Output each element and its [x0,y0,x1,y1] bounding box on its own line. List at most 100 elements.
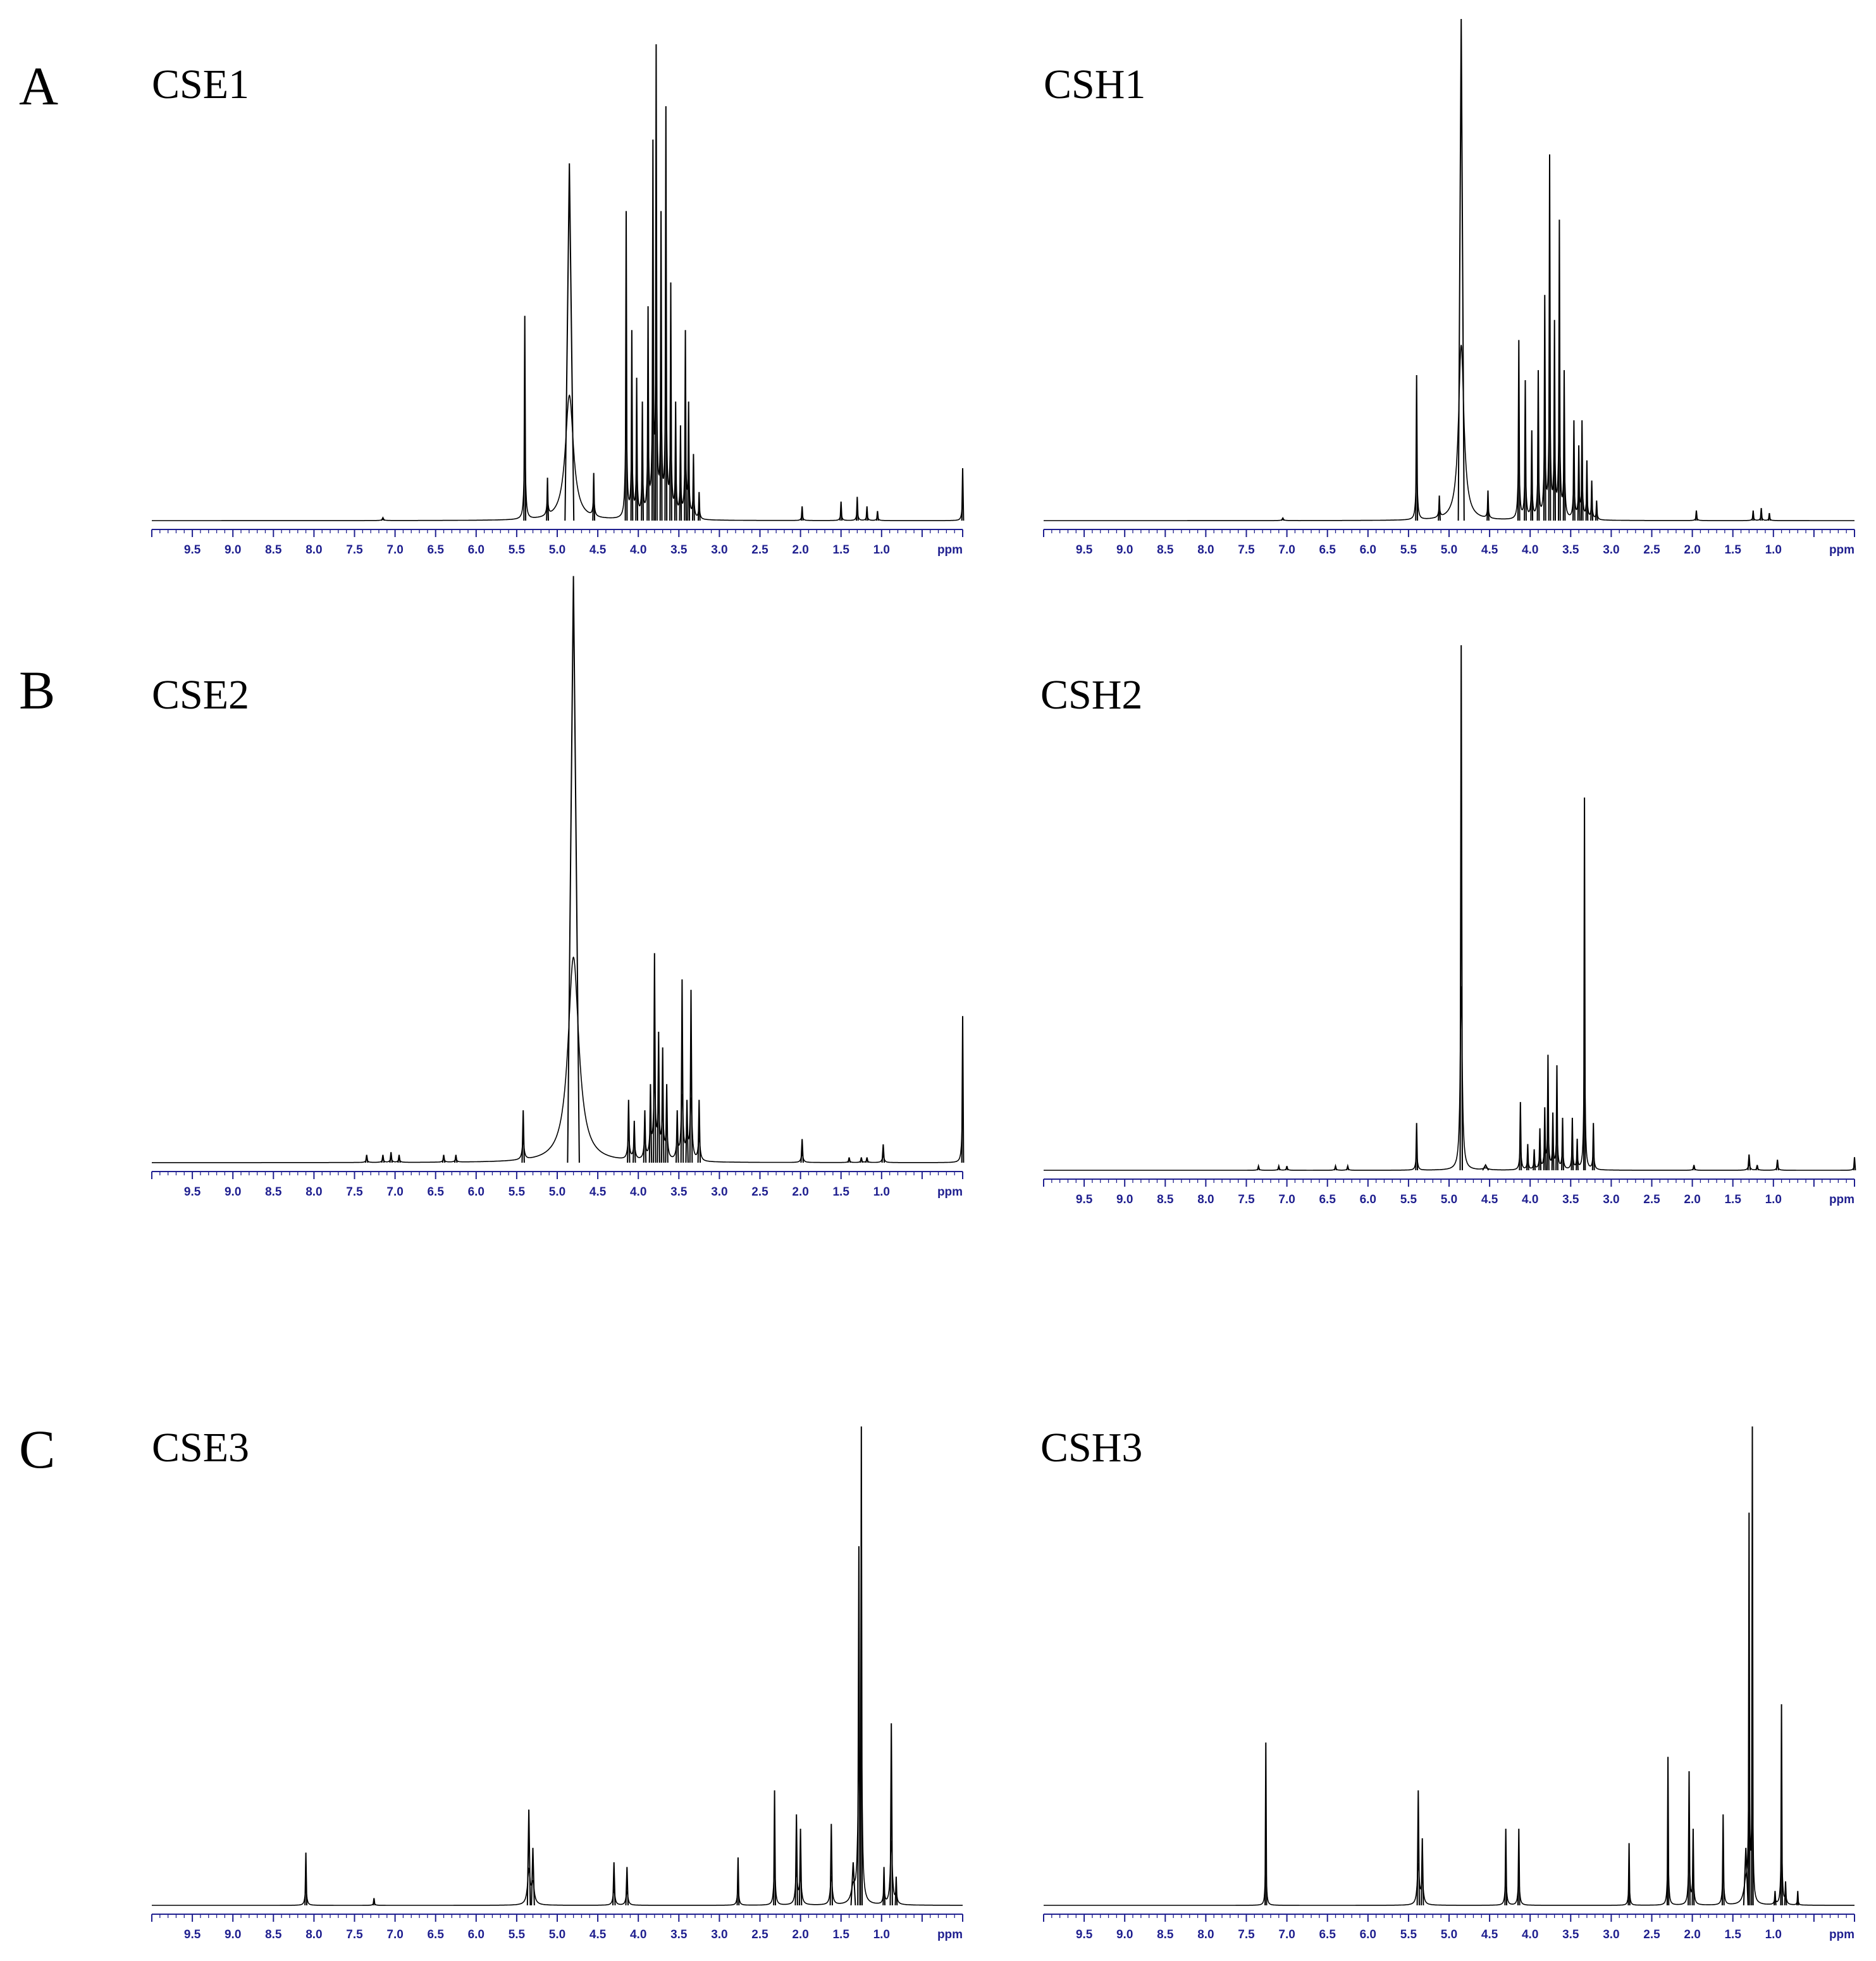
x-tick-label: 3.5 [1562,543,1579,557]
spectrum-peak [1743,1848,1749,1906]
x-tick-label: 4.0 [1522,1193,1538,1206]
spectrum-peak [651,139,655,521]
spectrum-peak [860,1157,863,1163]
spectrum-peak [655,44,658,521]
spectrum-peak [1517,1828,1521,1906]
x-tick-label: 7.5 [346,1928,363,1941]
spectrum-peak [674,401,677,521]
spectrum-peak [798,1828,803,1906]
spectrum-peak [664,106,668,521]
spectrum-peak [523,316,527,521]
spectrum-peak [685,1099,689,1163]
panel-letter-a: A [19,56,58,116]
spectrum-title: CSE1 [152,61,249,108]
spectrum-peak [857,1546,861,1906]
spectrum-peak [1780,1704,1783,1906]
spectrum-peak [1853,1157,1856,1171]
x-tick-label: 9.0 [1116,1193,1133,1206]
x-tick-label: 2.0 [792,1185,808,1199]
spectrum-baseline-trace [152,956,963,1163]
spectrum-peak [697,1099,701,1163]
x-tick-label: 4.5 [1481,1193,1498,1206]
spectrum-panel-cse3: CSE3 9.5 9.0 8.5 8.0 7.5 7.0 6.5 6.0 5.5 5.0 4.5 4.… [151,1425,963,1941]
x-tick-label: 5.5 [509,1928,526,1941]
spectrum-peak [1415,1123,1419,1171]
spectrum-peak [381,1154,385,1163]
x-tick-label: 8.0 [1197,543,1214,557]
x-tick-label: 4.5 [589,1928,607,1941]
spectrum-peak [1281,516,1285,521]
spectrum-peak [839,501,843,521]
spectrum-peak [1694,510,1698,521]
spectrum-peak [881,1144,886,1163]
spectrum-peak [1536,370,1540,521]
spectrum-peak [648,1084,653,1163]
spectrum-peak [850,1862,856,1906]
x-tick-label: 8.0 [305,1185,322,1199]
x-tick-label: 1.5 [832,1185,849,1199]
x-tick-label: 3.0 [1603,543,1619,557]
spectrum-peak [1486,490,1490,521]
spectrum-peak [372,1898,376,1906]
spectrum-peak [865,1157,869,1163]
spectrum-peak [1285,1166,1289,1171]
spectrum-title: CSE3 [152,1425,249,1471]
spectrum-peak [865,506,869,521]
spectrum-panel-csh1: CSH1 9.5 9.0 8.5 8.0 7.5 7.0 6.5 6.0 5.5 5.0 4.5 4.… [1043,18,1855,557]
spectrum-peak [1277,1163,1281,1171]
x-axis-unit-label: ppm [1829,1928,1854,1941]
x-tick-label: 4.5 [589,1185,607,1199]
spectrum-title: CSH2 [1040,672,1142,718]
x-tick-label: 3.0 [1603,1193,1619,1206]
spectrum-peak [441,1154,446,1163]
spectrum-peak [736,1857,740,1906]
x-tick-label: 5.5 [1400,543,1417,557]
spectrum-peak [1551,1112,1555,1171]
spectrum-peak [1796,1891,1799,1906]
x-tick-label: 7.0 [1278,1928,1295,1941]
x-tick-label: 8.5 [265,543,282,557]
x-tick-label: 4.0 [630,1185,646,1199]
spectrum-peak [625,1867,629,1906]
x-tick-label: 4.5 [589,543,607,557]
spectrum-peak [397,1154,401,1163]
spectrum-peak [665,1084,669,1163]
spectrum-peak [1688,1771,1691,1906]
x-tick-label: 2.0 [1684,1193,1700,1206]
x-tick-label: 6.0 [468,1185,484,1199]
spectrum-peak [684,330,687,521]
x-tick-label: 7.0 [386,543,403,557]
spectrum-peak [1459,645,1463,1171]
x-tick-label: 8.0 [1197,1193,1214,1206]
spectrum-peak [1548,154,1552,521]
x-tick-label: 9.5 [1076,1193,1093,1206]
x-tick-label: 6.5 [1319,543,1336,557]
x-tick-label: 6.0 [1360,1193,1376,1206]
x-tick-label: 7.0 [1278,1193,1295,1206]
x-tick-label: 4.5 [1481,1928,1498,1941]
spectrum-peak [1346,1163,1350,1171]
x-tick-label: 8.0 [1197,1928,1214,1941]
spectrum-peak [1666,1757,1670,1906]
spectrum-peak [1264,1742,1268,1906]
x-tick-label: 2.5 [1643,1193,1660,1206]
spectrum-peak [676,1110,679,1163]
x-tick-label: 7.5 [1238,1928,1255,1941]
x-tick-label: 6.0 [468,1928,484,1941]
spectrum-peak [1692,1165,1696,1171]
x-tick-label: 2.5 [1643,543,1660,557]
x-tick-label: 9.5 [1076,1928,1093,1941]
spectrum-peak [546,478,549,521]
x-tick-label: 9.5 [1076,543,1093,557]
spectrum-peak [1755,1165,1759,1171]
spectrum-peak [829,1824,833,1906]
spectrum-peak [1558,220,1561,521]
spectrum-peak [365,1154,369,1163]
spectrum-peak [624,211,628,521]
x-tick-label: 9.0 [225,543,241,557]
spectrum-peak [612,1862,616,1906]
x-tick-label: 1.5 [1724,1928,1741,1941]
x-tick-label: 9.0 [225,1185,241,1199]
spectrum-title: CSE2 [152,672,249,718]
spectrum-peak [633,1120,636,1163]
